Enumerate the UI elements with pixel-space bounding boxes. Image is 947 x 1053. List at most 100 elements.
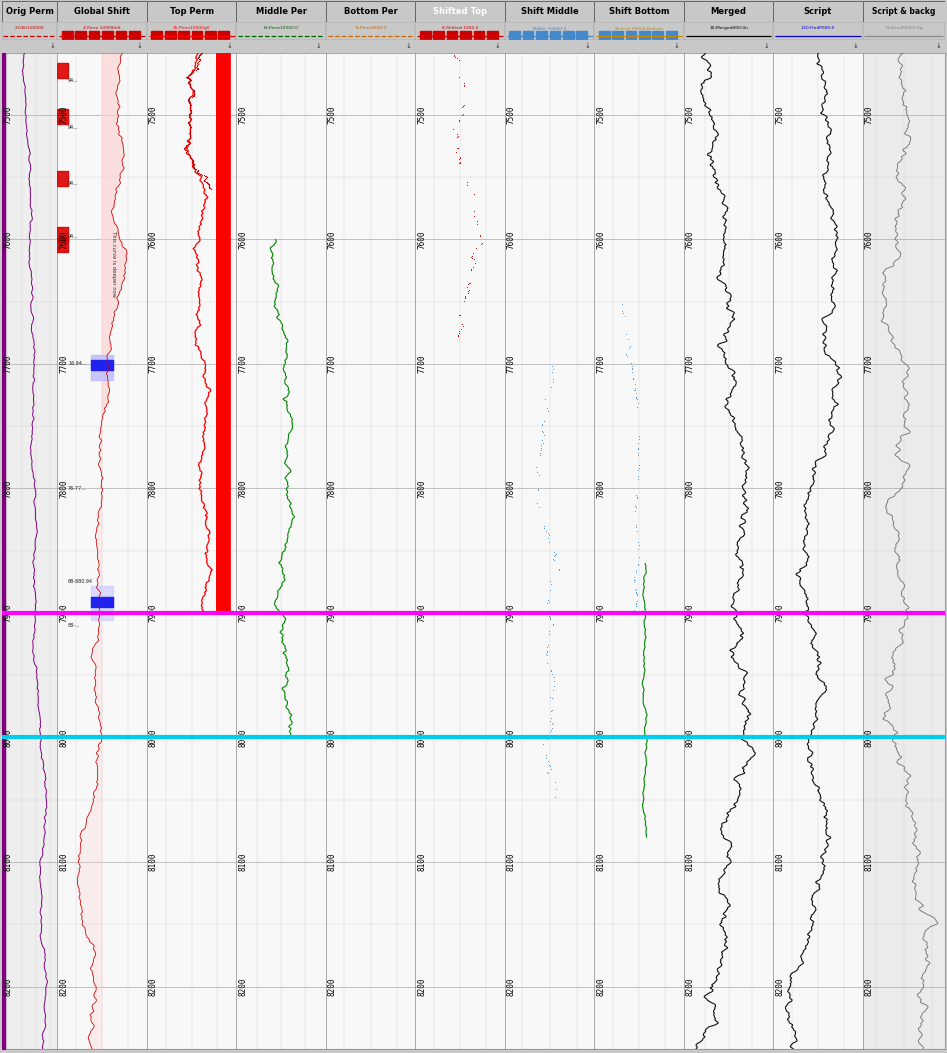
Point: [182, 122, 197, 139]
Point: [472, 226, 487, 243]
Point: [183, 113, 198, 130]
Point: [629, 384, 644, 401]
Text: 7600: 7600: [775, 231, 784, 249]
Text: ↓: ↓: [226, 43, 232, 49]
Point: [203, 180, 218, 197]
Point: [186, 63, 201, 80]
Text: 7700: 7700: [865, 355, 873, 373]
Point: [449, 126, 464, 143]
Point: [194, 165, 209, 182]
Point: [539, 654, 554, 671]
Point: [182, 77, 197, 94]
Point: [456, 97, 471, 114]
Point: [182, 73, 197, 90]
Point: [182, 101, 197, 118]
Point: [546, 669, 562, 686]
Text: 7800: 7800: [507, 479, 515, 498]
Point: [185, 152, 200, 168]
Point: [539, 750, 554, 767]
Point: [631, 435, 646, 452]
Text: 7500: 7500: [596, 105, 605, 124]
Point: [182, 134, 197, 151]
Point: [179, 138, 194, 155]
Point: [629, 489, 644, 505]
Point: [543, 611, 558, 628]
Bar: [102, 32, 113, 39]
Point: [546, 552, 562, 569]
Point: [538, 747, 553, 763]
Text: 7600: 7600: [3, 231, 12, 249]
Point: [542, 608, 557, 624]
Point: [615, 296, 630, 313]
Point: [540, 731, 555, 748]
Point: [186, 152, 201, 168]
Text: 8100: 8100: [507, 853, 515, 871]
Point: [186, 157, 201, 174]
Point: [182, 100, 197, 117]
Bar: [447, 32, 457, 39]
Point: [545, 373, 561, 390]
Point: [545, 374, 561, 391]
Point: [183, 120, 198, 137]
Point: [183, 130, 198, 146]
Point: [184, 79, 199, 96]
Point: [187, 84, 202, 101]
Point: [452, 52, 467, 68]
Point: [186, 153, 201, 170]
Point: [184, 103, 199, 120]
Text: 8200: 8200: [865, 977, 873, 996]
Point: [628, 497, 643, 514]
Point: [452, 113, 467, 130]
Point: [182, 95, 197, 112]
Point: [179, 144, 194, 161]
Point: [182, 148, 197, 165]
Point: [541, 524, 556, 541]
Point: [179, 69, 194, 86]
Point: [631, 456, 646, 473]
Point: [628, 582, 643, 599]
Point: [183, 96, 198, 113]
Point: [183, 105, 198, 122]
Point: [182, 131, 197, 147]
Point: [182, 148, 197, 165]
Point: [460, 283, 475, 300]
Point: [177, 140, 192, 157]
Point: [186, 85, 201, 102]
Point: [543, 576, 558, 593]
Point: [192, 46, 207, 63]
Point: [182, 100, 197, 117]
Point: [456, 105, 471, 122]
Point: [192, 46, 207, 63]
Text: 8000: 8000: [3, 729, 12, 747]
Point: [545, 681, 561, 698]
Point: [182, 105, 197, 122]
Point: [183, 113, 198, 130]
Point: [199, 168, 214, 185]
Point: [188, 59, 204, 76]
Point: [626, 604, 641, 621]
Point: [186, 154, 201, 171]
Point: [187, 82, 202, 99]
Text: 2:GKh100000: 2:GKh100000: [15, 26, 45, 31]
Point: [182, 66, 197, 83]
Point: [180, 67, 195, 84]
Point: [626, 370, 641, 386]
Bar: [116, 32, 126, 39]
Text: 8000: 8000: [238, 729, 247, 747]
Point: [629, 517, 644, 534]
Text: 7600: 7600: [417, 231, 426, 249]
Point: [453, 306, 468, 323]
Text: 94...: 94...: [68, 181, 79, 186]
Point: [179, 132, 194, 148]
Point: [184, 80, 199, 97]
Point: [461, 275, 476, 292]
Text: 10:Merged000:0n: 10:Merged000:0n: [709, 26, 748, 31]
Point: [474, 234, 490, 251]
Point: [540, 753, 555, 770]
Point: [541, 594, 556, 611]
Point: [180, 74, 195, 91]
Point: [177, 141, 192, 158]
Point: [528, 459, 544, 476]
Point: [182, 94, 197, 111]
Point: [544, 710, 559, 727]
